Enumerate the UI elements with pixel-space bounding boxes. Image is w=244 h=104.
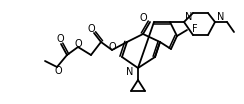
Text: O: O	[56, 34, 64, 44]
Text: O: O	[87, 24, 95, 34]
Text: N: N	[217, 12, 224, 22]
Text: O: O	[74, 39, 82, 49]
Text: F: F	[192, 24, 198, 34]
Text: N: N	[185, 12, 192, 22]
Text: O: O	[108, 42, 116, 52]
Text: N: N	[126, 67, 133, 77]
Text: O: O	[54, 66, 62, 76]
Text: O: O	[139, 13, 147, 23]
